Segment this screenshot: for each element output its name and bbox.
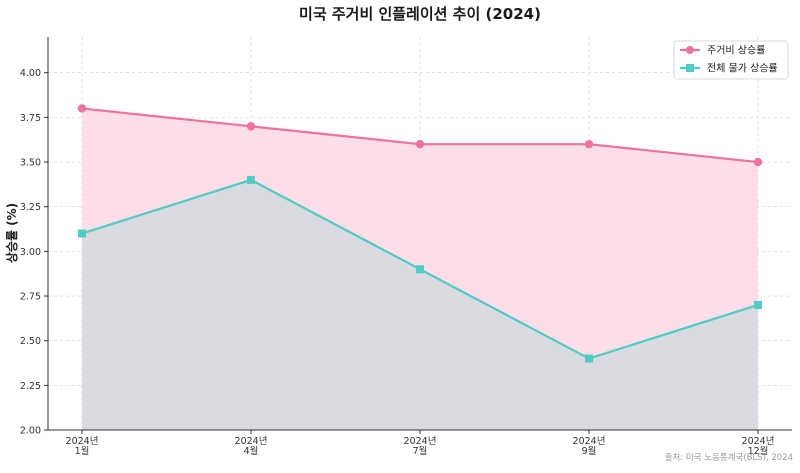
y-tick-label: 2.00 <box>20 426 41 437</box>
data-point <box>77 104 87 113</box>
x-tick-label: 2024년 7월 <box>404 436 437 457</box>
y-tick-label: 2.25 <box>20 381 41 392</box>
y-tick-label: 4.00 <box>20 68 41 79</box>
y-axis-label: 상승률 (%) <box>4 203 19 263</box>
marker-layer <box>77 104 763 363</box>
source-note: 출처: 미국 노동통계국(BLS), 2024 <box>665 452 793 463</box>
legend-label: 전체 물가 상승률 <box>707 63 778 75</box>
legend-label: 주거비 상승률 <box>707 45 765 57</box>
y-tick-label: 3.25 <box>20 202 41 213</box>
data-point <box>246 122 256 131</box>
y-ticks: 2.00 2.25 2.50 2.75 3.00 3.25 3.50 3.75 4.00 <box>20 68 48 437</box>
y-tick-label: 2.75 <box>20 292 41 303</box>
y-tick-label: 3.00 <box>20 247 41 258</box>
y-tick-label: 3.75 <box>20 113 41 124</box>
chart-title: 미국 주거비 인플레이션 추이 (2024) <box>299 5 541 23</box>
data-point <box>754 300 762 309</box>
legend-marker <box>686 46 694 54</box>
data-point <box>415 139 425 149</box>
data-point <box>585 354 593 363</box>
legend-marker <box>686 64 694 72</box>
data-point <box>584 139 594 149</box>
y-tick-label: 3.50 <box>20 158 41 169</box>
data-point <box>78 229 86 238</box>
x-tick-label: 2024년 9월 <box>573 436 606 457</box>
x-tick-label: 2024년 4월 <box>235 436 268 457</box>
series-area-fill <box>82 179 758 430</box>
x-tick-label: 2024년 12월 <box>742 436 775 457</box>
data-point <box>247 175 255 184</box>
legend-box <box>673 40 789 80</box>
data-point <box>753 157 763 167</box>
data-point <box>416 265 424 274</box>
x-tick-label: 2024년 1월 <box>66 436 99 457</box>
y-tick-label: 2.50 <box>20 336 41 347</box>
x-ticks: 2024년 1월 2024년 4월 2024년 7월 2024년 9월 2024년 12월 <box>66 430 775 457</box>
